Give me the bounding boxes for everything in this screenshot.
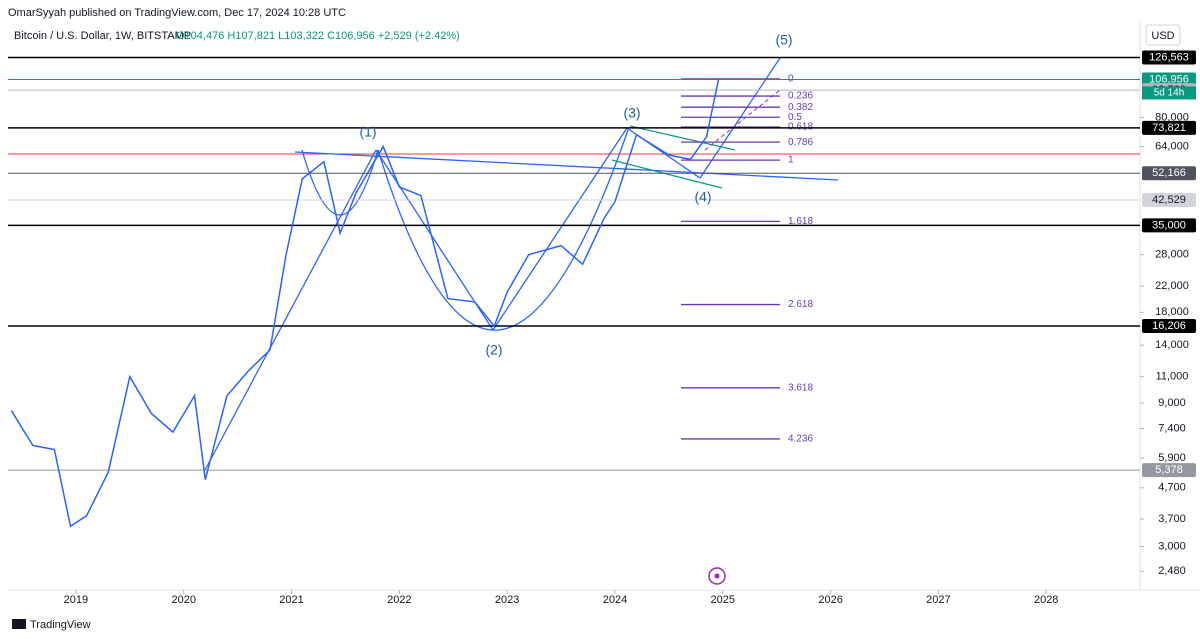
x-tick-label: 2028 [1034,594,1058,606]
fib-label: 1 [788,155,794,166]
wave-label: (1) [359,124,376,140]
y-tick-label: 64,000 [1155,140,1189,152]
price-badge-label: 73,821 [1152,122,1186,134]
currency[interactable]: USD [1151,30,1174,42]
y-tick-label: 11,000 [1156,371,1189,383]
fib-label: 0.382 [788,102,813,113]
price-badge [1142,319,1196,334]
x-tick-label: 2026 [818,594,842,606]
x-tick-label: 2020 [171,594,195,606]
wave-label: (4) [694,189,711,205]
countdown: 5d 14h [1154,88,1185,99]
tv-logo [12,619,26,629]
x-tick-label: 2019 [64,594,88,606]
price-badge [1142,50,1196,65]
projection [704,89,781,151]
y-tick-label: 3,000 [1158,540,1186,552]
trendlines [204,57,839,471]
price-badge [1142,166,1196,181]
y-tick-label: 22,000 [1155,280,1189,292]
x-tick-label: 2022 [387,594,411,606]
x-tick-label: 2021 [279,594,303,606]
y-tick-label: 18,000 [1155,306,1189,318]
event-icon[interactable] [708,567,726,585]
fib-label: 0.5 [788,112,802,123]
y-tick-label: 9,000 [1158,397,1186,409]
x-tick-label: 2024 [603,594,627,606]
wave-label: (3) [623,105,640,121]
event-icon-dot[interactable] [714,573,720,579]
price-badge-label: 42,529 [1152,194,1186,206]
y-tick-label: 3,700 [1158,513,1186,525]
publisher: OmarSyyah published on TradingView.com, … [8,7,346,19]
y-tick-label: 80,000 [1155,111,1189,123]
price-badge [1142,192,1196,207]
fib-label: 3.618 [788,382,813,393]
price-badge [1142,120,1196,135]
price-badge-label: 16,206 [1152,320,1186,332]
price-badge [1142,218,1196,233]
ohlc: O104,476 H107,821 L103,322 C106,956 +2,5… [176,30,460,42]
fib-label: 2.618 [788,299,813,310]
y-tick-label: 28,000 [1155,248,1189,260]
y-tick-label: 2,480 [1158,565,1186,577]
symbol: Bitcoin / U.S. Dollar, 1W, BITSTAMP [14,30,191,42]
channel-lines [611,125,736,189]
fib-label: 4.236 [788,434,813,445]
y-tick-label: 7,400 [1158,422,1186,434]
countdown-badge [1142,86,1196,100]
price-badge-label: 106,956 [1149,73,1189,85]
fib-label: 0.236 [788,91,813,102]
y-tick-label: 4,700 [1158,482,1186,494]
price-badge-label: 5,378 [1155,464,1183,476]
footer: TradingView [30,619,91,631]
wave-label: (5) [775,32,792,48]
price-badge-label: 52,166 [1152,167,1186,179]
price-badge-label: 35,000 [1152,219,1186,231]
fib-label: 0.786 [788,137,813,148]
price-badge-label: 126,563 [1149,51,1189,63]
fib-label: 1.618 [788,216,813,227]
price-badge [1142,72,1196,87]
x-tick-label: 2025 [711,594,735,606]
y-tick-label: 14,000 [1155,339,1189,351]
x-tick-label: 2027 [926,594,950,606]
wave-label: (2) [485,342,502,358]
price-line [10,79,720,528]
currency-box[interactable] [1145,24,1181,46]
price-badge [1142,463,1196,478]
x-tick-label: 2023 [495,594,519,606]
y-tick-label: 5,900 [1158,452,1186,464]
